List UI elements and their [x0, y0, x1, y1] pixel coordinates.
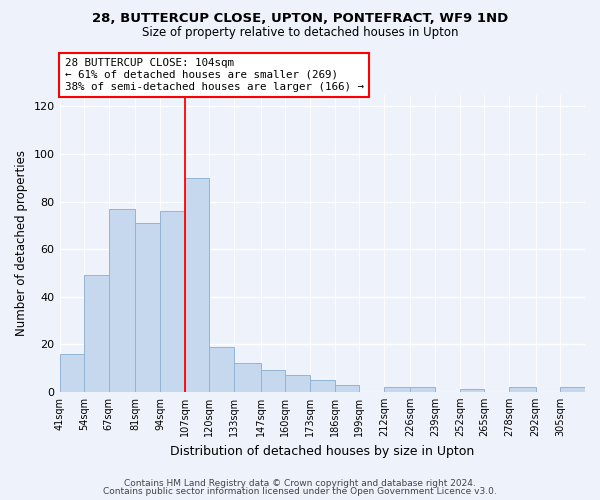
X-axis label: Distribution of detached houses by size in Upton: Distribution of detached houses by size … [170, 444, 475, 458]
Bar [209, 346, 234, 392]
Bar [136, 223, 160, 392]
Bar [84, 276, 109, 392]
Bar [335, 384, 359, 392]
Text: Contains public sector information licensed under the Open Government Licence v3: Contains public sector information licen… [103, 487, 497, 496]
Bar [260, 370, 285, 392]
Bar [560, 387, 585, 392]
Bar [109, 208, 136, 392]
Bar [185, 178, 209, 392]
Bar [384, 387, 410, 392]
Text: Contains HM Land Registry data © Crown copyright and database right 2024.: Contains HM Land Registry data © Crown c… [124, 478, 476, 488]
Text: 28, BUTTERCUP CLOSE, UPTON, PONTEFRACT, WF9 1ND: 28, BUTTERCUP CLOSE, UPTON, PONTEFRACT, … [92, 12, 508, 26]
Bar [509, 387, 536, 392]
Bar [460, 390, 484, 392]
Bar [160, 211, 185, 392]
Text: 28 BUTTERCUP CLOSE: 104sqm
← 61% of detached houses are smaller (269)
38% of sem: 28 BUTTERCUP CLOSE: 104sqm ← 61% of deta… [65, 58, 364, 92]
Y-axis label: Number of detached properties: Number of detached properties [15, 150, 28, 336]
Bar [410, 387, 435, 392]
Text: Size of property relative to detached houses in Upton: Size of property relative to detached ho… [142, 26, 458, 39]
Bar [310, 380, 335, 392]
Bar [285, 375, 310, 392]
Bar [234, 364, 260, 392]
Bar [59, 354, 84, 392]
